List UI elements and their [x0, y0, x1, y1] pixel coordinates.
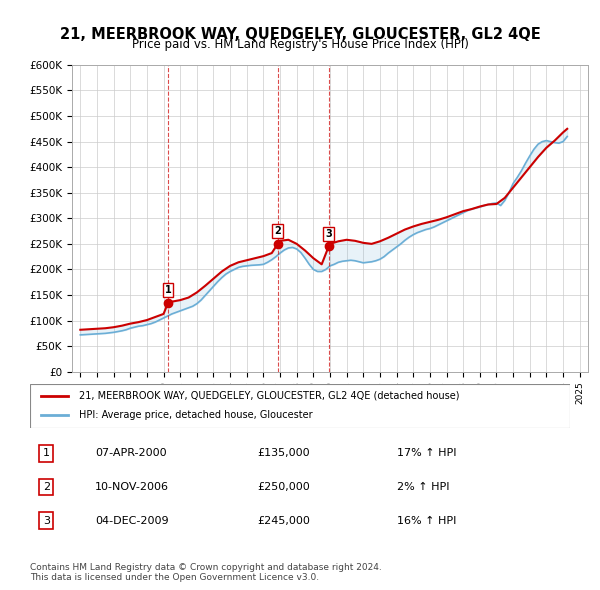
Text: 21, MEERBROOK WAY, QUEDGELEY, GLOUCESTER, GL2 4QE (detached house): 21, MEERBROOK WAY, QUEDGELEY, GLOUCESTER…	[79, 391, 459, 401]
Text: 04-DEC-2009: 04-DEC-2009	[95, 516, 169, 526]
Text: £250,000: £250,000	[257, 482, 310, 492]
Text: 10-NOV-2006: 10-NOV-2006	[95, 482, 169, 492]
Text: 1: 1	[43, 448, 50, 458]
Text: Contains HM Land Registry data © Crown copyright and database right 2024.: Contains HM Land Registry data © Crown c…	[30, 563, 382, 572]
FancyBboxPatch shape	[30, 384, 570, 428]
Text: 21, MEERBROOK WAY, QUEDGELEY, GLOUCESTER, GL2 4QE: 21, MEERBROOK WAY, QUEDGELEY, GLOUCESTER…	[59, 27, 541, 41]
Text: HPI: Average price, detached house, Gloucester: HPI: Average price, detached house, Glou…	[79, 411, 312, 420]
Text: Price paid vs. HM Land Registry's House Price Index (HPI): Price paid vs. HM Land Registry's House …	[131, 38, 469, 51]
Text: £135,000: £135,000	[257, 448, 310, 458]
Text: This data is licensed under the Open Government Licence v3.0.: This data is licensed under the Open Gov…	[30, 573, 319, 582]
Text: 3: 3	[325, 229, 332, 239]
Text: 3: 3	[43, 516, 50, 526]
Text: 16% ↑ HPI: 16% ↑ HPI	[397, 516, 457, 526]
Text: 1: 1	[164, 285, 172, 295]
Text: 07-APR-2000: 07-APR-2000	[95, 448, 166, 458]
Text: 17% ↑ HPI: 17% ↑ HPI	[397, 448, 457, 458]
Text: £245,000: £245,000	[257, 516, 310, 526]
Text: 2: 2	[274, 226, 281, 236]
Text: 2% ↑ HPI: 2% ↑ HPI	[397, 482, 450, 492]
Text: 2: 2	[43, 482, 50, 492]
